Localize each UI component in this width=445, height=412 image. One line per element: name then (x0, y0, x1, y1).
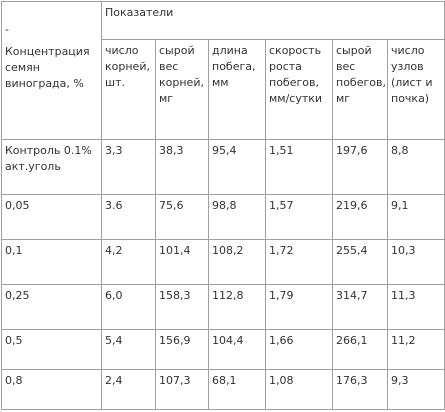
cell: 11,2 (387, 329, 445, 370)
cell: 1,79 (265, 284, 333, 330)
data-row: 0,8 2,4 107,3 68,1 1,08 176,3 9,3 (1, 369, 445, 410)
cell: 6,0 (101, 284, 156, 330)
cell: 5,4 (101, 329, 156, 370)
cell: 219,6 (332, 194, 388, 240)
cell: 1,51 (265, 139, 333, 195)
cell: 8,8 (387, 139, 445, 195)
data-row: 0,25 6,0 158,3 112,8 1,79 314,7 11,3 (1, 284, 445, 330)
cell: 38,3 (155, 139, 209, 195)
corner-cell: - Концентрация семян винограда, % (1, 1, 102, 140)
row-label: 0,8 (1, 369, 102, 410)
data-row: 0,1 4,2 101,4 108,2 1,72 255,4 10,3 (1, 239, 445, 285)
cell: 108,2 (208, 239, 266, 285)
cell: 158,3 (155, 284, 209, 330)
cell: 255,4 (332, 239, 388, 285)
corner-label: Концентрация семян винограда, % (5, 45, 90, 90)
cell: 4,2 (101, 239, 156, 285)
cell: 98,8 (208, 194, 266, 240)
row-label: 0,5 (1, 329, 102, 370)
cell: 107,3 (155, 369, 209, 410)
cell: 1,57 (265, 194, 333, 240)
data-row: 0,05 3.6 75,6 98,8 1,57 219,6 9,1 (1, 194, 445, 240)
row-label: Контроль 0.1% акт.уголь (1, 139, 102, 195)
data-row: Контроль 0.1% акт.уголь 3,3 38,3 95,4 1,51 19… (1, 139, 445, 195)
data-row: 0,5 5,4 156,9 104,4 1,66 266,1 11,2 (1, 329, 445, 370)
column-header: число корней, шт. (101, 39, 156, 140)
row-label: 0,25 (1, 284, 102, 330)
corner-dash: - (5, 23, 9, 36)
row-label: 0,1 (1, 239, 102, 285)
row-label: 0,05 (1, 194, 102, 240)
cell: 266,1 (332, 329, 388, 370)
column-header: скорость роста побегов, мм/сутки (265, 39, 333, 140)
cell: 1,66 (265, 329, 333, 370)
cell: 3,3 (101, 139, 156, 195)
cell: 2,4 (101, 369, 156, 410)
column-header: длина побега, мм (208, 39, 266, 140)
cell: 68,1 (208, 369, 266, 410)
cell: 3.6 (101, 194, 156, 240)
cell: 1,08 (265, 369, 333, 410)
cell: 176,3 (332, 369, 388, 410)
cell: 197,6 (332, 139, 388, 195)
cell: 9,1 (387, 194, 445, 240)
column-header: число узлов (лист и почка) (387, 39, 445, 140)
cell: 314,7 (332, 284, 388, 330)
column-header: сырой вес корней, мг (155, 39, 209, 140)
cell: 156,9 (155, 329, 209, 370)
cell: 75,6 (155, 194, 209, 240)
cell: 112,8 (208, 284, 266, 330)
header-row: - Концентрация семян винограда, % Показа… (1, 1, 445, 140)
group-header: Показатели (101, 1, 445, 40)
cell: 1,72 (265, 239, 333, 285)
cell: 104,4 (208, 329, 266, 370)
cell: 10,3 (387, 239, 445, 285)
cell: 95,4 (208, 139, 266, 195)
column-header-row: число корней, шт. сырой вес корней, мг дли… (2, 39, 445, 140)
cell: 11,3 (387, 284, 445, 330)
cell: 9,3 (387, 369, 445, 410)
cell: 101,4 (155, 239, 209, 285)
column-header: сырой вес побегов, мг (332, 39, 388, 140)
